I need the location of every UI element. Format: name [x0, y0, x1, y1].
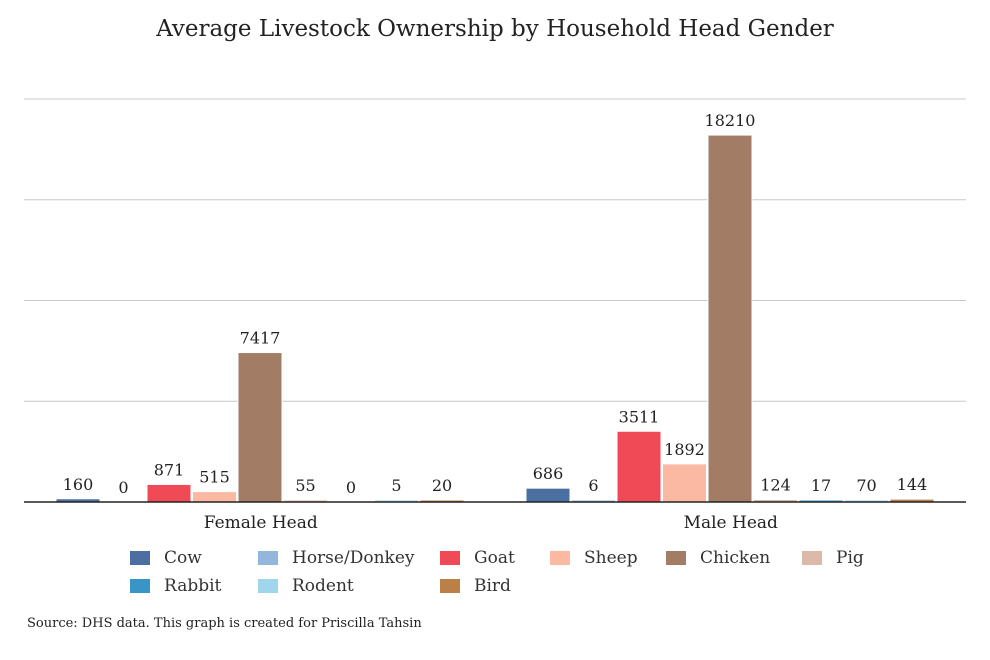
- legend-item: Rabbit: [130, 576, 221, 596]
- data-label: 1892: [664, 440, 705, 459]
- data-label: 6: [588, 476, 598, 495]
- legend-label: Bird: [474, 576, 511, 596]
- legend-swatch: [440, 579, 460, 593]
- bar-chicken-female: [237, 352, 283, 503]
- legend-item: Pig: [802, 548, 864, 568]
- legend-item: Rodent: [258, 576, 354, 596]
- legend-label: Pig: [836, 548, 864, 568]
- data-label: 3511: [619, 407, 660, 426]
- legend-label: Sheep: [584, 548, 638, 568]
- legend-swatch: [802, 551, 822, 565]
- chart-title: Average Livestock Ownership by Household…: [156, 16, 834, 42]
- data-label: 17: [811, 476, 831, 495]
- data-label: 686: [533, 464, 564, 483]
- data-label: 20: [432, 476, 452, 495]
- legend-swatch: [258, 579, 278, 593]
- legend-item: Bird: [440, 576, 511, 596]
- legend-label: Cow: [164, 548, 202, 568]
- legend-label: Rodent: [292, 576, 354, 596]
- data-label: 7417: [240, 329, 281, 348]
- bar-sheep-female: [192, 491, 237, 503]
- data-label: 144: [897, 475, 928, 494]
- legend-item: Goat: [440, 548, 515, 568]
- data-label: 871: [154, 460, 185, 479]
- legend-label: Horse/Donkey: [292, 548, 415, 568]
- bar-goat-female: [146, 483, 192, 503]
- legend-swatch: [666, 551, 686, 565]
- legend-label: Goat: [474, 548, 515, 568]
- legend-swatch: [258, 551, 278, 565]
- data-label: 18210: [705, 111, 756, 130]
- legend-label: Chicken: [700, 548, 771, 568]
- data-label: 0: [346, 478, 356, 497]
- bar-chicken-male: [707, 134, 753, 503]
- legend-swatch: [550, 551, 570, 565]
- legend-item: Chicken: [666, 548, 770, 568]
- bar-goat-male: [616, 430, 662, 503]
- bar-cow-male: [525, 487, 571, 503]
- data-label: 160: [63, 475, 94, 494]
- legend-swatch: [130, 579, 150, 593]
- data-label: 5: [391, 476, 401, 495]
- legend-item: Sheep: [550, 548, 638, 568]
- legend-item: Horse/Donkey: [258, 548, 414, 568]
- data-label: 124: [760, 476, 791, 495]
- legend-swatch: [440, 551, 460, 565]
- data-label: 0: [118, 478, 128, 497]
- legend-swatch: [130, 551, 150, 565]
- bar-sheep-male: [662, 463, 707, 503]
- legend-label: Rabbit: [164, 576, 222, 596]
- x-tick-label: Female Head: [204, 513, 318, 533]
- data-label: 70: [856, 476, 876, 495]
- data-label: 515: [199, 468, 230, 487]
- source-note: Source: DHS data. This graph is created …: [27, 616, 422, 631]
- data-label: 55: [295, 476, 315, 495]
- x-tick-label: Male Head: [684, 513, 778, 533]
- legend-item: Cow: [130, 548, 202, 568]
